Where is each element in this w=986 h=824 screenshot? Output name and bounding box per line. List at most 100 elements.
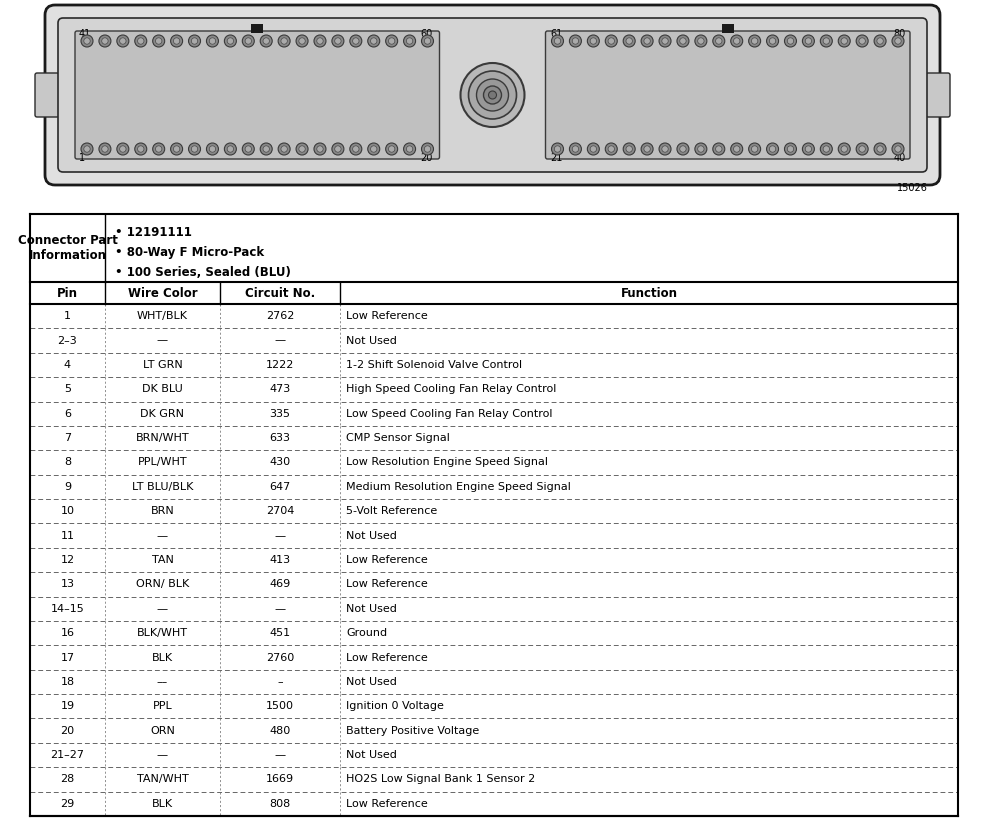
Text: 808: 808	[269, 798, 291, 809]
Circle shape	[488, 91, 497, 99]
Text: 12: 12	[60, 555, 75, 565]
FancyBboxPatch shape	[926, 73, 950, 117]
Circle shape	[806, 38, 811, 44]
Circle shape	[838, 35, 850, 47]
Text: 28: 28	[60, 775, 75, 784]
Circle shape	[769, 38, 776, 44]
Text: PPL/WHT: PPL/WHT	[138, 457, 187, 467]
Circle shape	[368, 143, 380, 155]
Circle shape	[260, 143, 272, 155]
Text: —: —	[274, 531, 286, 541]
Text: 1500: 1500	[266, 701, 294, 711]
Text: 13: 13	[60, 579, 75, 589]
Circle shape	[227, 38, 234, 44]
Text: Ignition 0 Voltage: Ignition 0 Voltage	[346, 701, 444, 711]
Circle shape	[421, 143, 434, 155]
Circle shape	[81, 35, 93, 47]
Circle shape	[138, 38, 144, 44]
Circle shape	[734, 38, 740, 44]
Circle shape	[641, 143, 653, 155]
Circle shape	[188, 143, 200, 155]
Circle shape	[823, 38, 829, 44]
Circle shape	[608, 146, 614, 152]
Text: 60: 60	[420, 29, 433, 39]
Text: 5: 5	[64, 384, 71, 395]
Circle shape	[299, 38, 306, 44]
Circle shape	[99, 35, 110, 47]
Circle shape	[174, 38, 179, 44]
Circle shape	[246, 38, 251, 44]
Circle shape	[659, 35, 671, 47]
Circle shape	[698, 38, 704, 44]
Text: DK BLU: DK BLU	[142, 384, 182, 395]
Circle shape	[317, 146, 323, 152]
Circle shape	[243, 35, 254, 47]
Circle shape	[424, 146, 431, 152]
Text: 15026: 15026	[897, 183, 928, 193]
Circle shape	[662, 146, 669, 152]
Text: Not Used: Not Used	[346, 604, 397, 614]
Circle shape	[751, 38, 758, 44]
Circle shape	[263, 38, 269, 44]
Bar	[251, 24, 263, 33]
Circle shape	[317, 38, 323, 44]
Text: Battery Positive Voltage: Battery Positive Voltage	[346, 726, 479, 736]
Circle shape	[766, 35, 779, 47]
Circle shape	[209, 146, 216, 152]
Circle shape	[171, 35, 182, 47]
Circle shape	[171, 143, 182, 155]
Circle shape	[468, 71, 517, 119]
Circle shape	[662, 38, 669, 44]
Circle shape	[874, 35, 886, 47]
Text: —: —	[274, 604, 286, 614]
Text: 20: 20	[420, 153, 433, 163]
Text: BLK: BLK	[152, 798, 174, 809]
Circle shape	[388, 146, 394, 152]
Text: ORN: ORN	[150, 726, 175, 736]
Text: 40: 40	[893, 153, 906, 163]
Circle shape	[353, 38, 359, 44]
Text: 80: 80	[893, 29, 906, 39]
Text: —: —	[274, 750, 286, 760]
Circle shape	[102, 38, 108, 44]
Circle shape	[353, 146, 359, 152]
Text: 469: 469	[269, 579, 291, 589]
Text: WHT/BLK: WHT/BLK	[137, 311, 188, 321]
Circle shape	[386, 143, 397, 155]
Circle shape	[368, 35, 380, 47]
Circle shape	[403, 35, 415, 47]
Circle shape	[874, 143, 886, 155]
Circle shape	[859, 146, 866, 152]
Text: 2760: 2760	[266, 653, 294, 662]
Bar	[722, 24, 734, 33]
Circle shape	[731, 143, 742, 155]
Text: TAN/WHT: TAN/WHT	[137, 775, 188, 784]
Circle shape	[296, 35, 308, 47]
Circle shape	[314, 35, 326, 47]
Circle shape	[644, 38, 651, 44]
Text: LT BLU/BLK: LT BLU/BLK	[132, 482, 193, 492]
Text: —: —	[157, 531, 168, 541]
Text: 1669: 1669	[266, 775, 294, 784]
Circle shape	[84, 38, 90, 44]
Text: ––: ––	[157, 677, 169, 687]
Circle shape	[787, 38, 794, 44]
Text: 1222: 1222	[266, 360, 294, 370]
Circle shape	[713, 35, 725, 47]
Text: 8: 8	[64, 457, 71, 467]
Circle shape	[243, 143, 254, 155]
Circle shape	[551, 35, 564, 47]
Text: Low Resolution Engine Speed Signal: Low Resolution Engine Speed Signal	[346, 457, 548, 467]
Circle shape	[156, 38, 162, 44]
Text: Wire Color: Wire Color	[128, 287, 197, 299]
Text: • 100 Series, Sealed (BLU): • 100 Series, Sealed (BLU)	[115, 266, 291, 279]
Text: Circuit No.: Circuit No.	[245, 287, 316, 299]
Text: DK GRN: DK GRN	[140, 409, 184, 419]
Circle shape	[859, 38, 866, 44]
Circle shape	[227, 146, 234, 152]
Circle shape	[334, 38, 341, 44]
Circle shape	[641, 35, 653, 47]
FancyBboxPatch shape	[545, 31, 910, 159]
Text: 41: 41	[79, 29, 92, 39]
Text: —: —	[157, 335, 168, 345]
